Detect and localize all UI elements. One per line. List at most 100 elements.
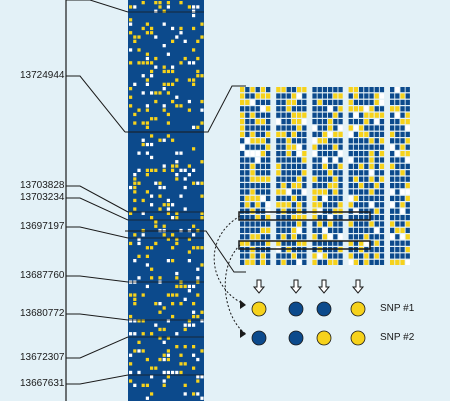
zoom-cell <box>240 138 245 144</box>
zoom-cell <box>322 227 328 233</box>
zoom-cell <box>353 99 359 105</box>
matrix-cell <box>133 190 137 194</box>
matrix-cell <box>129 31 133 35</box>
matrix-cell <box>137 254 141 258</box>
matrix-cell <box>133 349 137 353</box>
zoom-cell <box>328 131 333 137</box>
zoom-cell <box>400 170 405 176</box>
zoom-cell <box>302 227 307 233</box>
zoom-cell <box>286 99 291 105</box>
zoom-cell <box>255 163 260 169</box>
zoom-cell <box>359 234 364 240</box>
zoom-cell <box>405 163 410 169</box>
matrix-cell <box>133 198 137 203</box>
zoom-cell <box>328 208 333 214</box>
matrix-cell <box>162 233 166 237</box>
zoom-cell <box>255 138 260 144</box>
zoom-cell <box>328 253 333 259</box>
zoom-cell <box>353 240 359 246</box>
zoom-cell <box>395 195 400 201</box>
zoom-cell <box>312 170 317 176</box>
matrix-cell <box>192 48 196 52</box>
matrix-cell <box>137 276 141 280</box>
zoom-cell <box>302 131 307 137</box>
matrix-cell <box>187 259 191 263</box>
zoom-cell <box>240 157 245 163</box>
zoom-cell <box>390 176 395 182</box>
matrix-cell <box>158 138 162 142</box>
zoom-cell <box>255 215 260 221</box>
matrix-cell <box>158 357 162 362</box>
zoom-cell <box>286 93 291 99</box>
zoom-cell <box>302 170 307 176</box>
matrix-cell <box>141 332 145 336</box>
zoom-cell <box>302 240 307 246</box>
zoom-cell <box>348 125 353 131</box>
zoom-cell <box>364 215 369 221</box>
zoom-cell <box>302 112 307 118</box>
matrix-cell <box>133 207 137 211</box>
zoom-cell <box>291 106 297 112</box>
matrix-cell <box>200 74 204 78</box>
connector-line <box>66 197 129 221</box>
zoom-cell <box>328 119 333 125</box>
zoom-cell <box>379 202 385 208</box>
zoom-cell <box>312 106 317 112</box>
matrix-cell <box>145 246 149 250</box>
zoom-cell <box>317 234 322 240</box>
zoom-cell <box>291 183 297 189</box>
zoom-cell <box>359 202 364 208</box>
zoom-cell <box>276 138 281 144</box>
zoom-cell <box>291 131 297 137</box>
zoom-cell <box>328 138 333 144</box>
zoom-cell <box>405 253 410 259</box>
snp-allele-circle <box>288 301 304 317</box>
matrix-cell <box>183 207 187 211</box>
matrix-cell <box>166 112 170 117</box>
zoom-cell <box>390 106 395 112</box>
zoom-cell <box>250 221 255 227</box>
zoom-cell <box>379 215 385 221</box>
position-label: 13703234 <box>20 192 65 203</box>
matrix-cell <box>137 48 141 52</box>
zoom-cell <box>312 119 317 125</box>
zoom-cell <box>333 215 338 221</box>
zoom-cell <box>374 131 379 137</box>
zoom-cell <box>374 208 379 214</box>
snp-allele-circle <box>350 301 366 317</box>
zoom-cell <box>400 106 405 112</box>
zoom-cell <box>359 112 364 118</box>
zoom-cell <box>286 189 291 195</box>
matrix-cell <box>145 125 149 129</box>
zoom-cell <box>338 189 343 195</box>
matrix-cell <box>200 121 204 125</box>
matrix-cell <box>166 259 170 263</box>
matrix-cell <box>200 108 204 112</box>
zoom-cell <box>333 176 338 182</box>
zoom-cell <box>338 87 343 93</box>
matrix-cell <box>150 276 154 280</box>
matrix-cell <box>192 310 196 314</box>
zoom-cell <box>250 87 255 93</box>
zoom-cell <box>281 99 286 105</box>
zoom-cell <box>322 195 328 201</box>
zoom-cell <box>260 259 266 265</box>
zoom-cell <box>276 240 281 246</box>
matrix-cell <box>192 246 196 250</box>
zoom-cell <box>255 125 260 131</box>
zoom-cell <box>338 163 343 169</box>
matrix-cell <box>196 181 200 185</box>
matrix-cell <box>150 246 154 250</box>
zoom-cell <box>333 234 338 240</box>
matrix-cell <box>150 61 154 65</box>
zoom-cell <box>379 247 385 253</box>
matrix-cell <box>145 78 149 82</box>
zoom-cell <box>240 106 245 112</box>
zoom-cell <box>276 99 281 105</box>
zoom-cell <box>312 87 317 93</box>
zoom-cell <box>390 119 395 125</box>
matrix-cell <box>158 336 162 340</box>
zoom-cell <box>374 259 379 265</box>
zoom-cell <box>395 215 400 221</box>
matrix-cell <box>145 263 149 267</box>
